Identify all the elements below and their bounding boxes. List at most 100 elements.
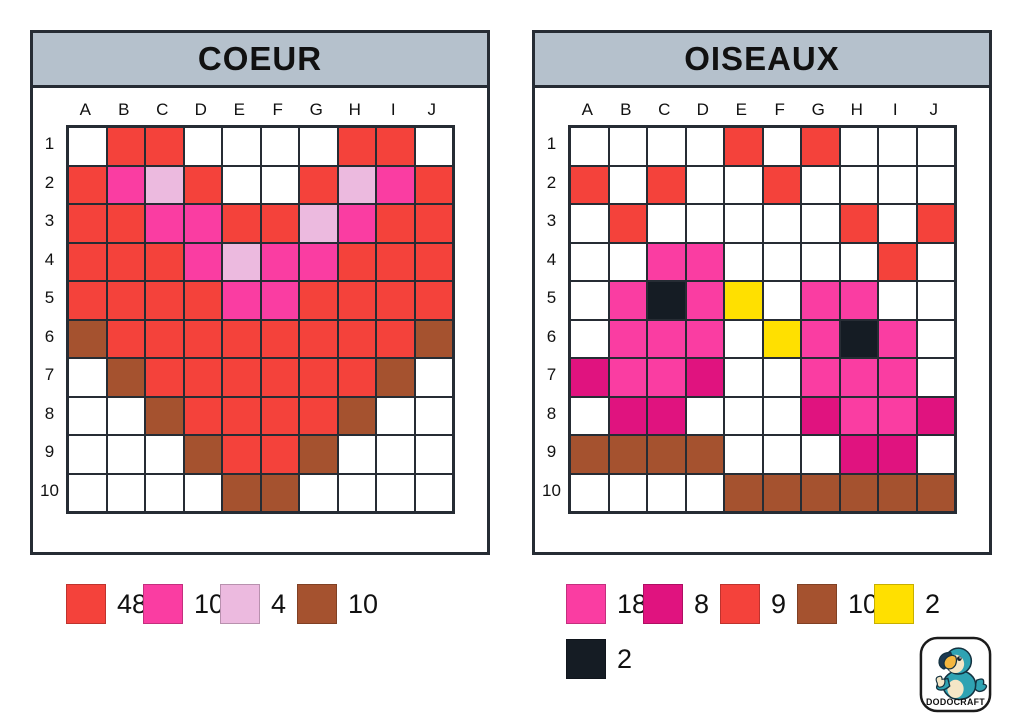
grid-cell [647,281,686,320]
grid-cell [222,242,261,281]
row-label: 9 [546,442,557,462]
grid-cell [685,396,724,435]
grid-cell [801,319,840,358]
grid-cell [222,281,261,320]
grid-cell [222,435,261,474]
panel-coeur-header: COEUR [33,33,487,88]
grid-cell [68,242,107,281]
grid-cell [337,435,376,474]
grid-cell [685,204,724,243]
grid-cell [222,358,261,397]
grid-cell [685,242,724,281]
grid-cell [106,127,145,166]
row-label: 8 [44,403,55,423]
grid-cell [878,165,917,204]
row-label: 10 [542,480,561,500]
grid-cell [724,165,763,204]
legend-count: 10 [348,588,379,619]
column-label: J [929,100,939,119]
grid-cell [260,281,299,320]
panel-coeur: COEUR A B C D E F G H I J 1 2 3 4 5 6 7 8 9 10 [30,30,490,555]
grid-cell [106,473,145,512]
grid-cell [724,242,763,281]
grid-cell [570,281,609,320]
grid-cell [608,358,647,397]
logo-brand-text: DODOCRAFT [926,697,985,707]
grid-cell [570,319,609,358]
grid-cell [878,396,917,435]
grid-cell [414,242,453,281]
legend-item-yellow: 2 [874,584,951,624]
grid-cell [647,319,686,358]
grid-cell [801,242,840,281]
grid-cell [337,165,376,204]
grid-cell [724,358,763,397]
grid-cell [762,358,801,397]
row-label: 9 [44,442,55,462]
grid-cell [647,435,686,474]
grid-cell [222,319,261,358]
brown-swatch [297,584,337,624]
column-label: J [427,100,437,119]
grid-corner [535,91,568,125]
black-swatch [566,639,606,679]
grid-cell [570,204,609,243]
grid-cell [685,127,724,166]
grid-cell [724,396,763,435]
grid-cell [685,473,724,512]
grid-cell [608,435,647,474]
grid-cell [376,396,415,435]
legend-count: 4 [271,588,287,619]
grid-cell [685,165,724,204]
legend-count: 8 [694,588,710,619]
column-label: I [892,100,898,119]
grid-cell [68,281,107,320]
grid-cell [839,165,878,204]
grid-cell [647,242,686,281]
grid-cell [878,319,917,358]
grid-cell [647,358,686,397]
grid-cell [608,242,647,281]
grid-cell [916,319,955,358]
grid-cell [762,281,801,320]
pink-swatch [143,584,183,624]
grid-cell [299,473,338,512]
grid-cell [222,473,261,512]
grid-cell [299,281,338,320]
legend-item-brown: 10 [297,584,378,624]
grid-cell [414,281,453,320]
grid-cell [145,396,184,435]
grid-cell [414,319,453,358]
row-label: 2 [44,172,55,192]
grid-cell [608,319,647,358]
legend-item-light-pink: 4 [220,584,297,624]
grid-cell [106,358,145,397]
grid-cell [68,127,107,166]
grid-cell [183,319,222,358]
row-label: 2 [546,172,557,192]
grid-cell [570,358,609,397]
grid-cell [414,435,453,474]
legend-item-red: 48 [66,584,147,624]
legend-count: 10 [848,588,879,619]
grid-cell [260,396,299,435]
grid-cell [183,242,222,281]
grid-cell [724,435,763,474]
grid-cell [839,204,878,243]
legend-item-pink: 18 [566,584,647,624]
grid-cell [260,319,299,358]
grid-cell [685,319,724,358]
grid-cell [839,319,878,358]
row-label: 7 [546,365,557,385]
grid-cell [801,204,840,243]
grid-cell [414,396,453,435]
grid-cell [762,127,801,166]
grid-cell [608,281,647,320]
legend-count: 18 [617,588,648,619]
grid-cell [878,204,917,243]
grid-cell [260,435,299,474]
grid-cell [145,319,184,358]
grid-cell [260,242,299,281]
grid-cell [68,396,107,435]
grid-cell [801,396,840,435]
